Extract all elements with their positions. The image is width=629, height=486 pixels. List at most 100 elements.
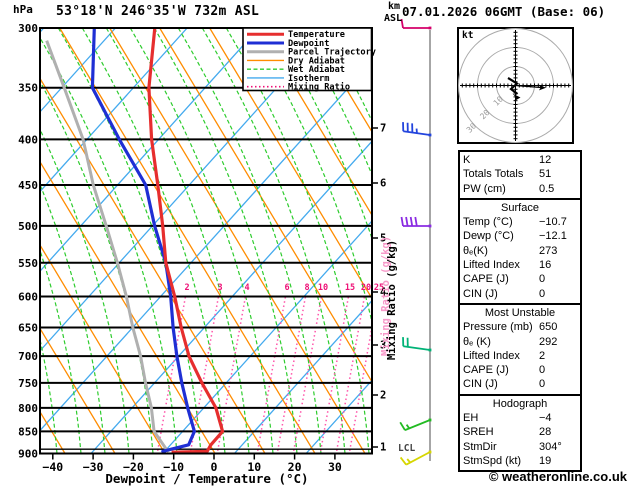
svg-text:Dewpoint: Dewpoint <box>288 38 329 49</box>
svg-text:6: 6 <box>380 178 386 190</box>
stat-row: CIN (J) 0 <box>460 377 580 391</box>
svg-text:10: 10 <box>247 460 261 474</box>
svg-text:7: 7 <box>380 123 386 135</box>
svg-text:650: 650 <box>18 321 38 334</box>
stat-row: PW (cm) 0.5 <box>460 182 580 196</box>
svg-text:25: 25 <box>374 283 384 293</box>
stat-row: Lifted Index 16 <box>460 258 580 272</box>
stat-row: Pressure (mb) 650 <box>460 320 580 334</box>
svg-text:30: 30 <box>328 460 342 474</box>
stat-label: PW (cm) <box>463 182 506 195</box>
svg-text:0: 0 <box>211 460 218 474</box>
stat-row: CAPE (J) 0 <box>460 272 580 286</box>
stats-section-title: Hodograph <box>492 397 548 410</box>
stat-value: 0 <box>539 273 546 286</box>
stat-row: SREH 28 <box>460 425 580 439</box>
stat-label: Lifted Index <box>463 259 520 272</box>
stat-label: SREH <box>463 426 494 439</box>
stats-section: Surface Temp (°C) −10.7 Dewp (°C) −12.1 θₑ(K)… <box>458 197 582 305</box>
stat-label: StmSpd (kt) <box>463 454 522 467</box>
run-date-title: 07.01.2026 06GMT (Base: 06) <box>402 4 606 19</box>
svg-text:350: 350 <box>18 82 38 95</box>
svg-text:Wet Adiabat: Wet Adiabat <box>288 64 345 75</box>
svg-text:2: 2 <box>380 390 386 402</box>
wind-barbs <box>399 18 432 466</box>
stats-section: Hodograph EH −4 SREH 28 StmDir 304° StmSpd (kt)… <box>458 393 582 473</box>
svg-text:20: 20 <box>288 460 302 474</box>
svg-text:450: 450 <box>18 179 38 192</box>
stat-row: EH −4 <box>460 411 580 425</box>
svg-text:20: 20 <box>361 283 371 293</box>
altitude-axis-unit-km: km <box>388 1 401 12</box>
svg-text:Isotherm: Isotherm <box>288 74 329 84</box>
stat-row: θₑ(K) 273 <box>460 244 580 258</box>
svg-text:−20: −20 <box>123 460 144 474</box>
svg-text:Dewpoint / Temperature (°C): Dewpoint / Temperature (°C) <box>105 471 308 486</box>
altitude-axis-unit-asl: ASL <box>384 13 403 24</box>
stat-value: 12 <box>539 154 552 166</box>
svg-text:Mixing Ratio (g/kg): Mixing Ratio (g/kg) <box>380 236 392 356</box>
stat-value: 0.5 <box>539 182 555 195</box>
svg-text:10: 10 <box>318 283 328 293</box>
pressure-axis-unit: hPa <box>13 3 33 16</box>
page-title: 53°18'N 246°35'W 732m ASL <box>56 4 260 19</box>
stat-value: 0 <box>539 364 546 377</box>
hodograph-trace <box>507 77 519 95</box>
stat-row: Lifted Index 2 <box>460 349 580 363</box>
svg-text:800: 800 <box>18 402 38 415</box>
svg-text:3: 3 <box>380 340 386 352</box>
svg-text:750: 750 <box>18 377 38 390</box>
dewpoint-curve <box>90 28 196 454</box>
stat-value: 51 <box>539 168 552 181</box>
mixing-ratio-labels: 2 3 4 6 8 10 15 20 25 <box>184 283 384 293</box>
stat-label: Dewp (°C) <box>463 230 514 243</box>
stats-section: K 12 Totals Totals 51 PW (cm) 0.5 <box>458 150 582 200</box>
stat-row: Totals Totals 51 <box>460 167 580 181</box>
stat-value: 19 <box>539 454 552 467</box>
svg-text:Parcel Trajectory: Parcel Trajectory <box>288 48 376 58</box>
svg-text:3: 3 <box>217 283 222 293</box>
stat-label: CIN (J) <box>463 287 498 300</box>
svg-text:8: 8 <box>304 283 309 293</box>
stat-value: 0 <box>539 287 546 300</box>
stat-label: θₑ(K) <box>463 244 488 257</box>
svg-text:4: 4 <box>380 287 386 299</box>
stat-value: −12.1 <box>539 230 567 243</box>
stat-row: Dewp (°C) −12.1 <box>460 229 580 243</box>
stat-label: K <box>463 154 471 166</box>
stat-label: EH <box>463 412 479 425</box>
svg-text:600: 600 <box>18 290 38 303</box>
stat-row: Temp (°C) −10.7 <box>460 215 580 229</box>
stat-row: CAPE (J) 0 <box>460 363 580 377</box>
svg-text:Mixing Ratio (g/kg): Mixing Ratio (g/kg) <box>386 240 398 360</box>
stats-section-title: Surface <box>501 201 539 214</box>
stat-row: CIN (J) 0 <box>460 287 580 301</box>
hodograph-mean-wind-arrow <box>515 84 542 89</box>
stat-row: StmSpd (kt) 19 <box>460 454 580 468</box>
svg-text:700: 700 <box>18 350 38 363</box>
stat-label: CAPE (J) <box>463 364 509 377</box>
stat-value: 273 <box>539 244 558 257</box>
stat-label: Pressure (mb) <box>463 321 533 334</box>
stat-value: 28 <box>539 426 552 439</box>
stat-label: Totals Totals <box>463 168 524 181</box>
parcel-curve <box>45 40 170 454</box>
temperature-curve <box>147 28 225 454</box>
stat-row: K 12 <box>460 153 580 167</box>
pressure-axis-labels: 300 350 400 450 500 550 600 650 700 750 800 850 900 <box>18 22 38 461</box>
svg-text:4: 4 <box>244 283 249 293</box>
stat-value: −10.7 <box>539 216 567 229</box>
svg-text:1: 1 <box>380 442 386 454</box>
stat-value: 2 <box>539 349 546 362</box>
stat-value: 0 <box>539 378 546 391</box>
svg-text:900: 900 <box>18 448 38 461</box>
stat-row: θₑ (K) 292 <box>460 335 580 349</box>
stat-value: 292 <box>539 335 558 348</box>
svg-text:LCL: LCL <box>398 443 415 454</box>
svg-text:550: 550 <box>18 257 38 270</box>
svg-text:500: 500 <box>18 220 38 233</box>
